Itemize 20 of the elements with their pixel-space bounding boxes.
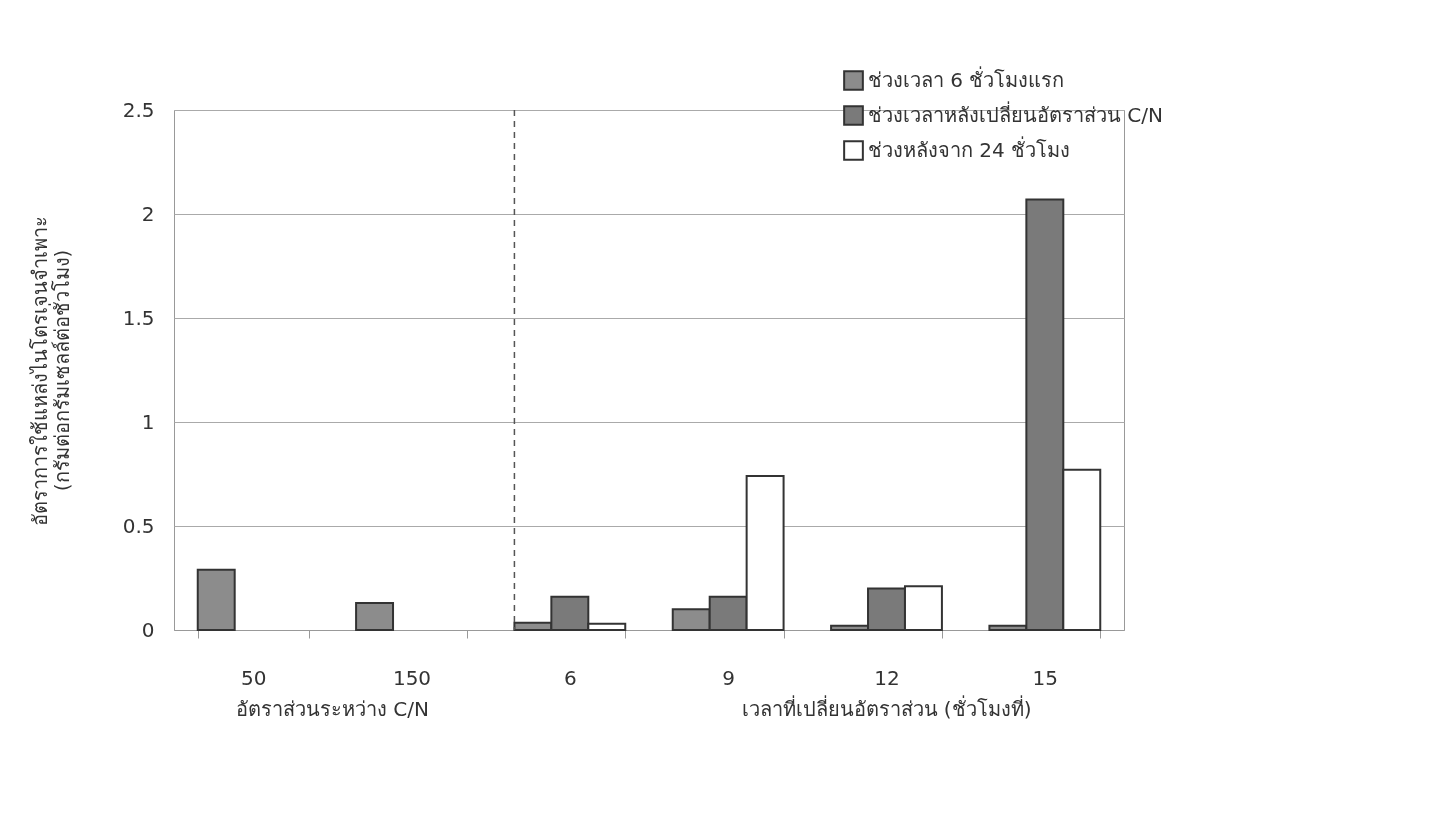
text: อัตราส่วนระหว่าง C/N	[235, 697, 429, 721]
x-tick-label: 6	[563, 665, 577, 690]
x-tick-label: 12	[874, 665, 900, 690]
y-tick-label: 2.5	[122, 97, 155, 122]
bar	[355, 601, 395, 631]
legend-label: ช่วงเวลาหลังเปลี่ยนอัตราส่วน C/N	[868, 100, 1164, 127]
text: เวลาที่เปลี่ยนอัตราส่วน (ชั่วโมงที่)	[741, 695, 1032, 721]
y-axis-title: อัตราการใช้แหล่งไนโตรเจนจำเพาะ (กรัมต่อกรัมเซลล์ต่อชั่วโมง)	[27, 215, 74, 526]
bar	[196, 568, 236, 631]
x-tick-label: 50	[240, 665, 267, 690]
legend-label: ช่วงหลังจาก 24 ชั่วโมง	[868, 135, 1071, 162]
x-tick-label: 150	[392, 665, 432, 690]
y-tick-label: 0	[141, 617, 155, 642]
legend-label: ช่วงเวลา 6 ชั่วโมงแรก	[868, 65, 1065, 92]
x-tick-label: 15	[1032, 665, 1059, 690]
y-tick-label: 0.5	[122, 513, 155, 538]
y-tick-label: 2	[141, 201, 155, 226]
x-tick-label: 9	[722, 665, 736, 690]
y-tick-label: 1.5	[122, 305, 155, 330]
y-tick-label: 1	[141, 409, 155, 434]
